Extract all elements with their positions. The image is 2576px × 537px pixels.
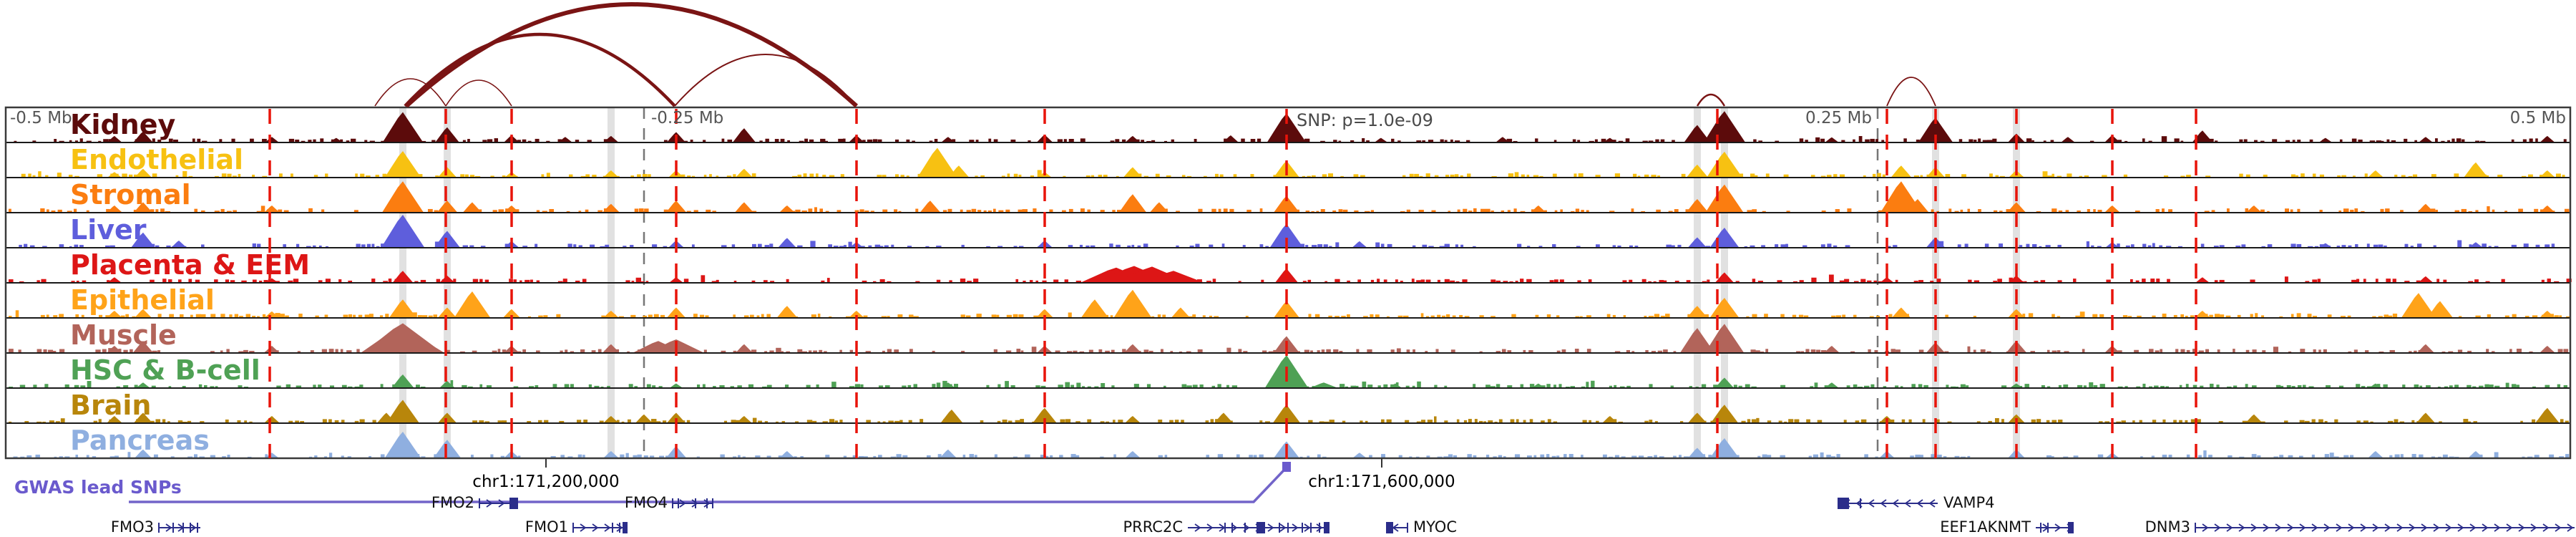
- snp-pvalue-annotation: SNP: p=1.0e-09: [1297, 110, 1433, 130]
- gene-label-eef1aknmt: EEF1AKNMT: [1940, 518, 2031, 536]
- track-signal-kidney: [14, 111, 2567, 142]
- interaction-arc: [674, 54, 857, 107]
- gene-model-eef1aknmt: [2036, 522, 2074, 533]
- track-label-stromal: Stromal: [70, 179, 191, 211]
- track-label-liver: Liver: [70, 214, 147, 246]
- scale-label-minus-quarter: -0.25 Mb: [651, 109, 724, 127]
- track-label-placenta-eem: Placenta & EEM: [70, 249, 311, 281]
- track-signal-stromal: [9, 181, 2570, 212]
- gene-label-prrc2c: PRRC2C: [1123, 518, 1184, 536]
- gene-label-fmo1: FMO1: [525, 518, 568, 536]
- track-signal-placenta-eem: [9, 266, 2572, 282]
- interaction-arc: [1886, 77, 1936, 107]
- track-label-kidney: Kidney: [70, 109, 176, 140]
- track-label-endothelial: Endothelial: [70, 144, 244, 175]
- gene-label-vamp4: VAMP4: [1943, 494, 1995, 511]
- interaction-arc: [1696, 93, 1726, 107]
- gene-label-dnm3: DNM3: [2145, 518, 2190, 536]
- track-signal-brain: [9, 400, 2569, 422]
- tracks-frame: [4, 106, 2572, 460]
- chrom-coordinate-right: chr1:171,600,000: [1308, 473, 1455, 491]
- track-signal-muscle: [9, 323, 2569, 352]
- interaction-arc: [404, 32, 676, 107]
- track-label-pancreas: Pancreas: [70, 425, 210, 456]
- gwas-snp-marker: [1282, 462, 1291, 472]
- track-label-brain: Brain: [70, 390, 152, 421]
- gene-label-fmo3: FMO3: [110, 518, 154, 536]
- gwas-lead-snps-label: GWAS lead SNPs: [14, 477, 182, 498]
- gene-label-myoc: MYOC: [1413, 518, 1457, 536]
- chrom-coordinate-left: chr1:171,200,000: [472, 473, 620, 491]
- gene-model-vamp4: [1838, 498, 1938, 509]
- gene-label-fmo4: FMO4: [624, 494, 668, 511]
- track-signal-pancreas: [13, 432, 2570, 458]
- gene-model-fmo1: [572, 522, 628, 533]
- track-signal-epithelial: [9, 289, 2571, 317]
- interaction-arc: [445, 79, 512, 107]
- gene-model-fmo4: [672, 498, 713, 508]
- track-signal-endothelial: [21, 147, 2565, 177]
- scale-label-plus-half: 0.5 Mb: [2509, 109, 2566, 127]
- interaction-arc: [374, 78, 447, 107]
- scale-label-plus-quarter: 0.25 Mb: [1805, 109, 1872, 127]
- gene-model-myoc: [1386, 522, 1408, 533]
- gwas-pointer-line: [129, 470, 1284, 503]
- track-signal-hsc-b-cell: [9, 355, 2568, 387]
- gene-model-fmo3: [158, 523, 200, 533]
- scale-label-minus-half: -0.5 Mb: [10, 109, 72, 127]
- track-label-epithelial: Epithelial: [70, 284, 215, 316]
- gene-model-dnm3: [2195, 523, 2575, 533]
- interaction-arc: [404, 2, 859, 108]
- track-label-hsc-b-cell: HSC & B-cell: [70, 354, 260, 386]
- gene-model-fmo2: [479, 498, 518, 509]
- gene-label-fmo2: FMO2: [431, 494, 474, 511]
- track-label-muscle: Muscle: [70, 319, 177, 351]
- gene-model-prrc2c: [1188, 522, 1330, 533]
